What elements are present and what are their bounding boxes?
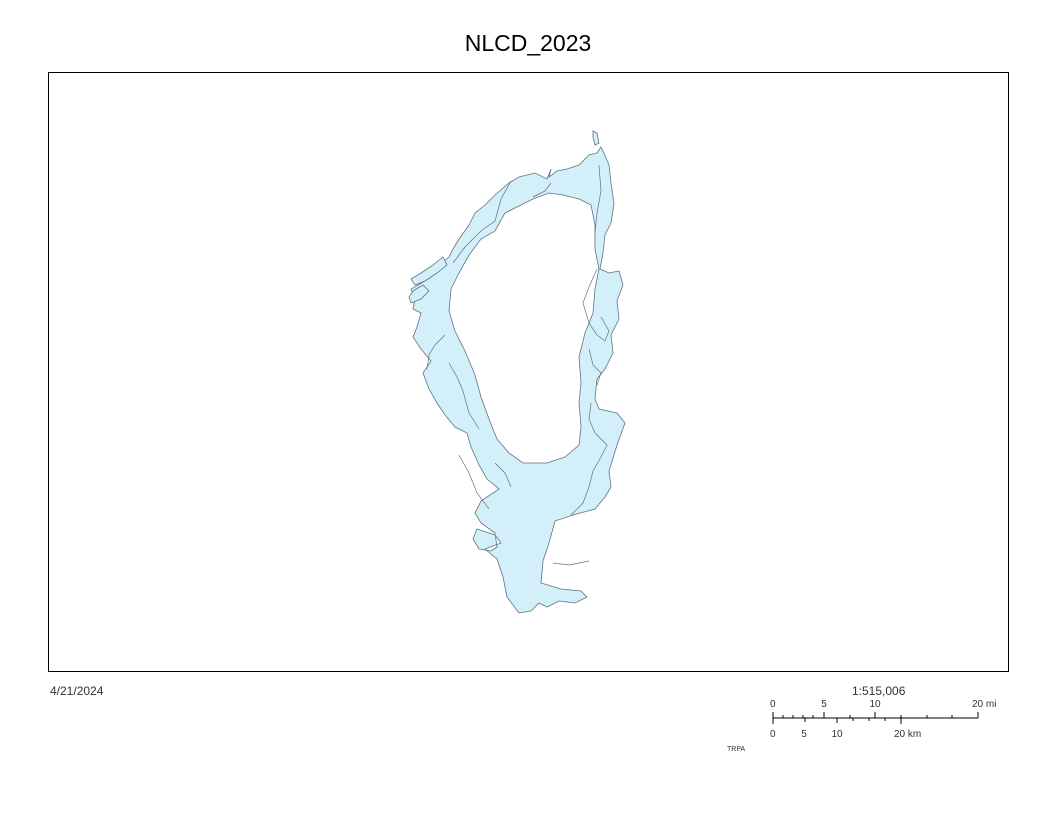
map-frame[interactable] bbox=[48, 72, 1009, 672]
land-cover-northwest-arm[interactable] bbox=[410, 256, 448, 286]
scale-mi-0: 0 bbox=[770, 699, 776, 710]
credit-text: TRPA bbox=[727, 746, 746, 753]
scale-km-20: 20 km bbox=[894, 729, 921, 740]
land-cover-region[interactable] bbox=[410, 146, 626, 614]
scale-mi-20: 20 mi bbox=[972, 699, 996, 710]
map-title: NLCD_2023 bbox=[464, 30, 592, 56]
scale-bar: 0 5 10 20 mi 0 5 10 20 km bbox=[770, 699, 996, 740]
scale-mi-10: 10 bbox=[869, 699, 881, 710]
map-canvas[interactable] bbox=[49, 73, 1008, 671]
land-cover-north-tip[interactable] bbox=[592, 130, 600, 146]
scale-mi-5: 5 bbox=[821, 699, 827, 710]
scale-km-0: 0 bbox=[770, 729, 776, 740]
scale-bar-lines bbox=[772, 712, 979, 724]
map-date: 4/21/2024 bbox=[50, 684, 104, 698]
scale-km-10: 10 bbox=[831, 729, 843, 740]
scale-ratio: 1:515,006 bbox=[852, 684, 906, 698]
class-boundaries bbox=[426, 164, 610, 566]
scale-km-5: 5 bbox=[801, 729, 807, 740]
land-cover-west-lobe[interactable] bbox=[408, 284, 430, 304]
